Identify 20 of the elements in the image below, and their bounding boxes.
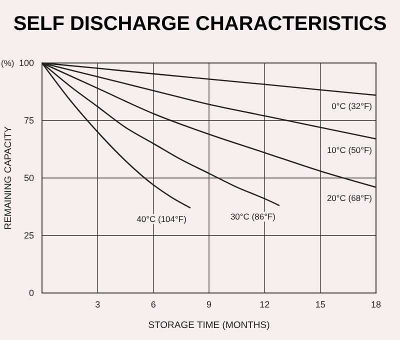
series-label: 0°C (32°F) [332, 101, 372, 112]
x-tick-label: 15 [315, 299, 326, 310]
y-tick-label: 50 [24, 172, 34, 183]
x-axis-title: STORAGE TIME (MONTHS) [148, 320, 270, 331]
text: (%) [1, 58, 14, 68]
y-axis-title: REMAINING CAPACITY [3, 126, 14, 230]
series-label: 20°C (68°F) [326, 193, 372, 204]
y-tick-label: 25 [24, 230, 34, 240]
series-label: 40°C (104°F) [136, 214, 187, 224]
x-tick-label: 3 [95, 299, 100, 310]
x-tick-label: 12 [260, 299, 270, 310]
y-tick-label: 75 [24, 115, 34, 126]
y-tick-label: 100 [18, 58, 34, 68]
x-tick-label: 9 [206, 299, 212, 310]
series-label: 30°C (86°F) [230, 212, 276, 222]
series-label: 10°C (50°F) [326, 144, 372, 155]
x-tick-label: 18 [370, 299, 382, 310]
y-tick-label: 0 [28, 288, 34, 298]
x-tick-label: 6 [150, 299, 156, 310]
chart-title: SELF DISCHARGE CHARACTERISTICS [13, 13, 387, 35]
